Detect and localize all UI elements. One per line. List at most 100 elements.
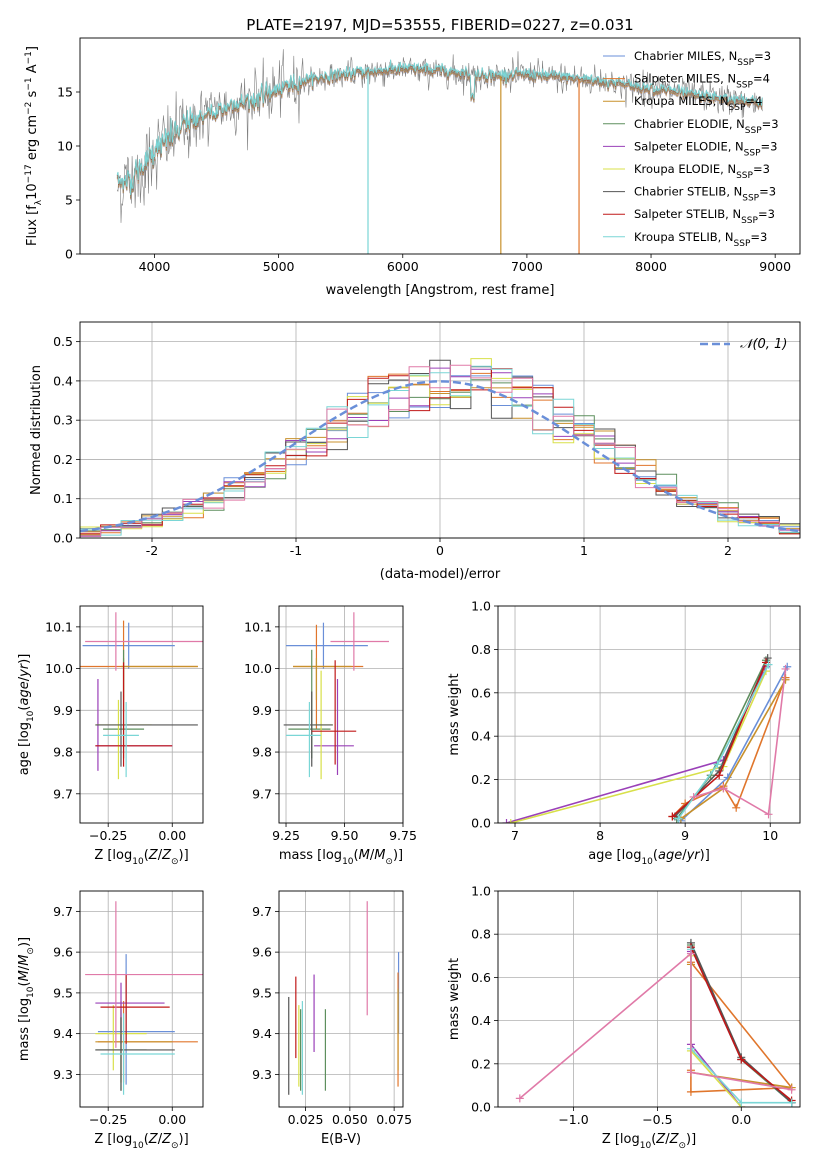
legend-entry: Salpeter STELIB, NSSP=3 (634, 207, 775, 226)
x-tick-label: 9.50 (331, 828, 359, 843)
weight-marker (737, 1055, 746, 1064)
y-tick-label: 0.5 (53, 334, 73, 349)
weight-vs-age-panel: 7 8 9 10 0.0 0.2 0.4 0.6 0.8 1.0 age [log10(age/yr… (447, 599, 801, 867)
y-tick-label: 9.6 (252, 945, 272, 960)
residual-histogram (80, 358, 800, 538)
x-axis-label: age [log10(age/yr)] (588, 848, 710, 867)
legend-entry: Salpeter MILES, NSSP=4 (634, 72, 770, 91)
y-axis-label: Flux [fλ10−17 erg cm−2 s−1 A−1] (24, 46, 44, 246)
legend-entry: 𝒩(0, 1) (740, 337, 787, 352)
plot-area (80, 358, 800, 538)
mass-vs-ebv-panel: 0.025 0.050 0.075 9.3 9.4 9.5 9.6 9.7 E(B-V) (252, 890, 412, 1147)
age-vs-z-panel: −0.25 0.00 9.7 9.8 9.9 10.0 10.1 Z [log10(Z/Z⊙)… (17, 605, 204, 867)
y-tick-label: 9.3 (252, 1067, 272, 1082)
age-vs-mass-panel: 9.25 9.50 9.75 9.7 9.8 9.9 10.0 10.1 mass [log10… (244, 605, 417, 867)
legend-entry: Kroupa STELIB, NSSP=3 (634, 230, 767, 249)
y-tick-label: 9.7 (252, 786, 272, 801)
legend-entry: Kroupa MILES, NSSP=4 (634, 94, 762, 113)
axes-frame (497, 605, 801, 824)
y-tick-label: 0.8 (471, 642, 491, 657)
x-tick-label: 9.25 (272, 828, 300, 843)
normal-distribution-curve (80, 380, 800, 533)
x-axis-label: Z [log10(Z/Z⊙)] (94, 1132, 188, 1151)
weight-marker (787, 1098, 796, 1107)
y-tick-label: 9.3 (53, 1067, 73, 1082)
weight-series-line (675, 659, 767, 820)
weight-marker (719, 784, 728, 793)
x-tick-label: 1 (580, 543, 588, 558)
x-tick-label: 10 (762, 828, 778, 843)
x-tick-label: 4000 (139, 259, 171, 274)
plot-area (288, 901, 400, 1095)
spectrum-panel: 4000 5000 6000 7000 8000 9000 0 5 10 15 Chabrier M… (24, 37, 801, 298)
y-tick-label: 9.8 (53, 745, 73, 760)
residuals-panel: -2 -1 0 1 2 0.0 0.1 0.2 0.3 0.4 0.5 𝒩(0, 1) (data-mo… (29, 321, 801, 582)
weight-marker (689, 792, 698, 801)
axes-frame (79, 37, 801, 255)
mass-vs-z-panel: −0.25 0.00 9.3 9.4 9.5 9.6 9.7 Z [log10(Z/Z⊙)] m… (17, 890, 204, 1151)
y-tick-label: 9.4 (53, 1026, 73, 1041)
y-tick-label: 0.2 (471, 1056, 491, 1071)
residual-histogram (80, 368, 800, 538)
weight-marker (506, 819, 515, 823)
weight-series-line (690, 951, 742, 1107)
y-tick-label: 10.0 (244, 661, 272, 676)
y-axis-label: age [log10(age/yr)] (17, 654, 36, 776)
y-axis-label: mass [log10(M/M⊙)] (17, 937, 36, 1061)
weight-marker (732, 803, 741, 812)
weight-marker (764, 810, 773, 819)
plot-area (502, 654, 792, 823)
x-tick-label: −1.0 (558, 1112, 588, 1127)
y-tick-label: 15 (57, 85, 73, 100)
y-tick-label: 0.0 (471, 1100, 491, 1115)
x-tick-label: 2 (724, 543, 732, 558)
x-tick-label: 8000 (635, 259, 667, 274)
y-tick-label: 9.7 (53, 904, 73, 919)
y-tick-label: 5 (65, 193, 73, 208)
x-tick-label: 7000 (511, 259, 543, 274)
x-tick-label: 0.025 (288, 1112, 324, 1127)
weight-marker (787, 1085, 796, 1094)
weight-series-line (674, 657, 769, 818)
y-tick-label: 9.4 (252, 1026, 272, 1041)
weight-marker (686, 1068, 695, 1077)
weight-marker (764, 660, 773, 669)
weight-marker (502, 819, 511, 823)
x-tick-label: 5000 (263, 259, 295, 274)
y-tick-label: 1.0 (471, 599, 491, 614)
x-tick-label: 6000 (387, 259, 419, 274)
axes-frame (79, 321, 801, 539)
x-tick-label: 0.075 (376, 1112, 412, 1127)
y-tick-label: 9.5 (53, 985, 73, 1000)
x-tick-label: −0.25 (89, 828, 127, 843)
y-tick-label: 0.4 (471, 1013, 491, 1028)
y-tick-label: 0.6 (471, 685, 491, 700)
weight-series-line (690, 955, 742, 1107)
y-tick-label: 0.1 (53, 491, 73, 506)
legend-entry: Chabrier MILES, NSSP=3 (634, 49, 771, 68)
x-axis-label: (data-model)/error (380, 567, 501, 582)
y-tick-label: 9.9 (252, 703, 272, 718)
y-tick-label: 0.3 (53, 413, 73, 428)
axes-frame (278, 605, 404, 824)
axes-frame (79, 890, 204, 1108)
y-tick-label: 9.8 (252, 745, 272, 760)
weight-vs-z-panel: −1.0 −0.5 0.0 0.0 0.2 0.4 0.6 0.8 1.0 Z [log10(Z/… (447, 884, 801, 1151)
weight-marker (715, 771, 724, 780)
residual-histogram (80, 365, 800, 538)
legend-entry: Chabrier ELODIE, NSSP=3 (634, 117, 779, 136)
weight-marker (686, 949, 695, 958)
y-tick-label: 9.7 (53, 786, 73, 801)
observed-spectrum-line (116, 49, 763, 223)
y-axis-label: Normed distribution (29, 365, 44, 495)
residual-histogram (80, 359, 800, 538)
axes-frame (79, 605, 204, 824)
x-tick-label: 0.00 (158, 828, 186, 843)
plot-area (116, 49, 763, 254)
x-tick-label: -1 (290, 543, 302, 558)
y-tick-label: 0.2 (471, 772, 491, 787)
y-axis-label: mass weight (447, 958, 462, 1040)
weight-series-line (690, 961, 794, 1093)
y-tick-label: 9.5 (252, 985, 272, 1000)
weight-marker (674, 814, 683, 823)
